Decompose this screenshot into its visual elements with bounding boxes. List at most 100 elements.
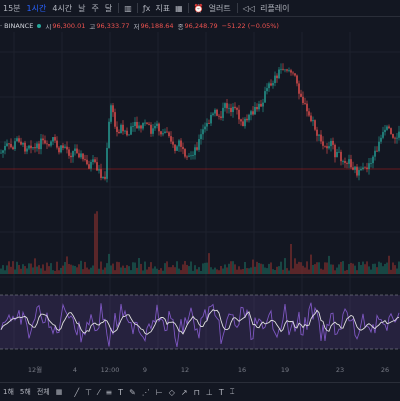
symbol-label[interactable]: · BINANCE: [0, 22, 34, 30]
volume-bar: [306, 261, 308, 274]
volume-bar: [172, 265, 174, 274]
volume-bar: [272, 269, 274, 274]
volume-bar: [28, 263, 30, 274]
arrow-icon[interactable]: ↗: [180, 387, 188, 397]
volume-bar: [152, 268, 154, 274]
rsi-ma-line: [0, 309, 400, 335]
volume-bar: [274, 270, 276, 274]
shape-icon[interactable]: ◇: [168, 387, 175, 397]
candle-body: [46, 143, 48, 145]
volume-bar: [304, 267, 306, 274]
volume-bar: [196, 269, 198, 274]
candle-body: [220, 116, 222, 118]
candle-body: [124, 130, 126, 132]
candle-body: [316, 129, 318, 136]
candle-body: [146, 122, 148, 124]
open-value: 96,300.01: [52, 22, 86, 30]
volume-bar: [288, 270, 290, 274]
candle-body: [248, 114, 250, 121]
candle-body: [178, 140, 180, 147]
candle-body: [242, 121, 244, 127]
date-range-icon[interactable]: ▦: [55, 388, 63, 396]
anchor-icon[interactable]: ⌶: [229, 387, 235, 396]
volume-bar: [144, 261, 146, 274]
volume-bar: [12, 261, 14, 274]
pattern-icon[interactable]: ⋰: [141, 387, 150, 397]
volume-bar: [252, 259, 254, 274]
volume-bar: [142, 270, 144, 274]
volume-bar: [198, 267, 200, 274]
measure-icon[interactable]: ⊢: [155, 387, 163, 397]
open-label: 시: [45, 23, 52, 31]
volume-bar: [346, 269, 348, 274]
volume-bar: [380, 262, 382, 274]
horizontal-line-icon[interactable]: ⊤: [85, 387, 93, 397]
volume-bar: [48, 266, 50, 274]
candle-body: [322, 141, 324, 146]
trend-line-icon[interactable]: ╱: [74, 387, 80, 397]
range-5y[interactable]: 5해: [19, 388, 31, 396]
text-tool-icon[interactable]: T: [218, 387, 224, 397]
ray-icon[interactable]: ⁄: [98, 387, 100, 397]
candle-body: [312, 120, 314, 122]
candle-body: [224, 103, 226, 108]
range-1y[interactable]: 1해: [3, 388, 14, 396]
candle-body: [194, 147, 196, 156]
candle-body: [364, 167, 366, 169]
time-axis-tick: 4: [73, 366, 77, 374]
volume-bar: [72, 265, 74, 274]
volume-bar: [240, 269, 242, 274]
volume-bar: [266, 268, 268, 274]
interval-1h[interactable]: 1시간: [26, 3, 47, 13]
volume-bar: [106, 263, 108, 274]
volume-bar: [134, 262, 136, 274]
candle-body: [72, 150, 74, 158]
candle-body: [386, 126, 388, 130]
interval-15m[interactable]: 15분: [3, 3, 21, 13]
candle-body: [350, 159, 352, 168]
brush-icon[interactable]: ✎: [129, 387, 136, 397]
volume-bar: [52, 270, 54, 274]
replay-button[interactable]: 리플레이: [260, 3, 290, 13]
volume-bar: [230, 261, 232, 274]
volume-bar: [162, 270, 164, 274]
volume-bar: [296, 263, 298, 274]
indicators-button[interactable]: 지표: [155, 3, 171, 13]
interval-day[interactable]: 날: [78, 3, 86, 13]
volume-bar: [164, 263, 166, 274]
candle-body: [174, 144, 176, 151]
price-chart[interactable]: 12월 4 12:00 9 12 16 19 23 26: [0, 32, 400, 382]
alert-icon[interactable]: ⏰: [193, 3, 204, 13]
volume-bar: [206, 262, 208, 274]
volume-bar: [260, 263, 262, 274]
interval-month[interactable]: 달: [104, 3, 113, 13]
toolbar-divider: [136, 3, 138, 13]
candle-body: [30, 145, 32, 149]
templates-icon[interactable]: ▦: [175, 3, 183, 13]
alert-button[interactable]: 얼러트: [208, 3, 231, 13]
volume-bar: [166, 261, 168, 274]
chart-type-icon[interactable]: ▥: [124, 3, 132, 13]
path-icon[interactable]: ⊓: [193, 387, 200, 397]
candle-body: [256, 106, 258, 110]
candle-body: [390, 128, 392, 135]
interval-4h[interactable]: 4시간: [52, 3, 73, 13]
volume-bar: [68, 263, 70, 274]
text-icon[interactable]: T: [118, 387, 124, 397]
range-all[interactable]: 전체: [36, 388, 50, 396]
volume-bar: [294, 258, 296, 274]
candle-body: [276, 75, 278, 79]
toolbar-divider: [187, 3, 189, 13]
candle-body: [388, 126, 390, 129]
indicators-icon[interactable]: ƒx: [142, 3, 151, 13]
replay-icon[interactable]: ◁◁: [242, 3, 256, 13]
volume-bar: [190, 261, 192, 274]
volume-series: [0, 211, 400, 274]
volume-bar: [220, 265, 222, 274]
fib-icon[interactable]: ≡: [105, 387, 113, 397]
volume-bar: [118, 262, 120, 274]
marker-icon[interactable]: ⊥: [205, 387, 213, 397]
interval-week[interactable]: 주: [91, 3, 99, 13]
candle-body: [110, 105, 112, 122]
volume-bar: [202, 263, 204, 274]
